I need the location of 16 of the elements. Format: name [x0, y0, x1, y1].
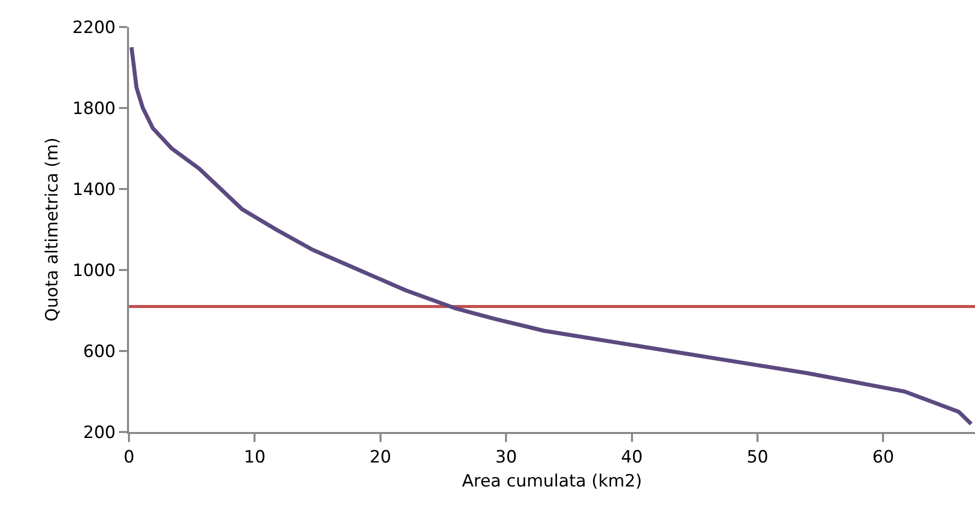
y-tick-label: 1400	[72, 180, 116, 200]
y-axis-title: Quota altimetrica (m)	[42, 138, 62, 322]
x-tick-label: 60	[872, 447, 894, 468]
y-tick-label: 600	[83, 342, 116, 362]
y-tick-label: 2200	[72, 18, 116, 38]
x-tick-label: 40	[621, 447, 643, 468]
x-tick-label: 50	[746, 447, 768, 468]
x-tick-label: 10	[244, 447, 266, 468]
y-tick-label: 1800	[72, 98, 116, 119]
x-tick-label: 0	[124, 447, 134, 468]
y-tick-label: 1000	[72, 260, 116, 281]
y-tick-label: 200	[83, 422, 116, 443]
x-tick-label: 30	[495, 447, 517, 468]
x-tick-label: 20	[370, 447, 392, 468]
x-axis-title: Area cumulata (km2)	[462, 471, 642, 492]
line-series	[130, 45, 974, 426]
